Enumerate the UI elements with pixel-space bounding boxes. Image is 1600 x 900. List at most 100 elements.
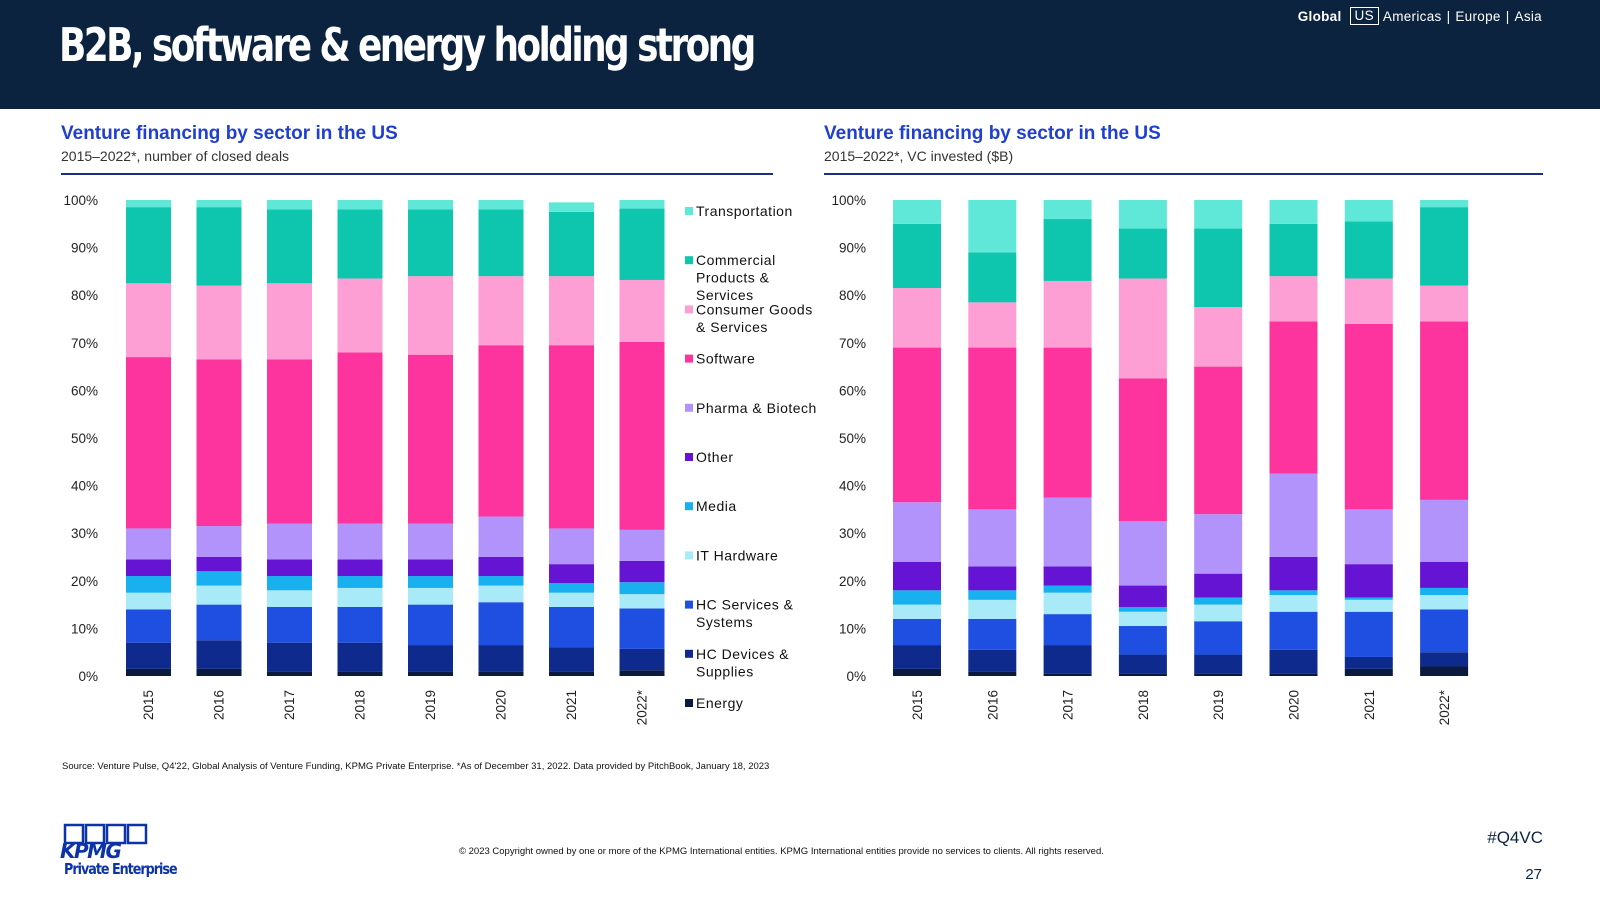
right-bar-segment <box>1420 587 1469 596</box>
right-title-rule <box>824 173 1543 175</box>
legend-label: Commercial <box>696 252 776 268</box>
left-bar-segment <box>337 352 383 524</box>
right-bar-segment <box>968 599 1017 619</box>
right-bar-segment <box>1043 219 1092 281</box>
legend-label: Other <box>696 449 734 465</box>
right-bar-segment <box>968 200 1017 253</box>
right-bar-segment <box>1043 585 1092 593</box>
right-bar-segment <box>1194 200 1243 229</box>
left-bar-segment <box>619 560 665 583</box>
right-x-tick-label: 2021 <box>1362 690 1377 720</box>
kpmg-logo: KPMG <box>60 823 148 863</box>
right-bar-segment <box>1420 207 1469 286</box>
right-bar-segment <box>1043 566 1092 586</box>
right-bar-segment <box>1194 621 1243 655</box>
left-bar-segment <box>267 559 312 577</box>
right-x-tick-label: 2017 <box>1061 690 1076 720</box>
nav-global[interactable]: Global <box>1297 8 1342 24</box>
left-bar-segment <box>549 647 594 672</box>
nav-us[interactable]: US <box>1349 7 1379 25</box>
legend-swatch <box>685 551 693 560</box>
nav-asia[interactable]: Asia <box>1514 8 1542 24</box>
right-bar-segment <box>968 590 1017 600</box>
right-bar-segment <box>1420 609 1469 653</box>
left-bar-segment <box>337 576 383 588</box>
left-bar-segment <box>196 285 242 360</box>
right-y-tick-label: 80% <box>839 288 866 303</box>
left-y-tick-label: 60% <box>71 383 98 398</box>
right-bar-segment <box>1269 276 1318 322</box>
source-note: Source: Venture Pulse, Q4'22, Global Ana… <box>62 761 770 772</box>
right-bar-segment <box>968 618 1017 650</box>
right-bar-segment <box>1043 645 1092 674</box>
left-bar-segment <box>196 207 242 286</box>
left-bar-segment <box>408 209 453 277</box>
right-bar-segment <box>1269 595 1318 612</box>
left-bar-segment <box>196 604 242 641</box>
right-bar-segment <box>1118 654 1167 674</box>
right-chart-subtitle: 2015–2022*, VC invested ($B) <box>824 148 1014 164</box>
right-bar-segment <box>968 347 1017 510</box>
left-bar-segment <box>549 211 594 277</box>
right-bar-segment <box>1420 652 1469 667</box>
left-bar-segment <box>478 200 524 210</box>
right-x-tick-label: 2018 <box>1136 690 1151 720</box>
right-bar-segment <box>1420 561 1469 588</box>
right-y-tick-label: 50% <box>839 431 866 446</box>
right-bar-segment <box>1269 473 1318 557</box>
right-bar-segment <box>968 671 1017 676</box>
page-title: B2B, software & energy holding strong <box>59 18 756 72</box>
left-bar-segment <box>408 645 453 672</box>
left-bar-segment <box>337 209 383 279</box>
legend-label: & Services <box>696 319 768 335</box>
logo-wordmark: KPMG <box>60 839 122 863</box>
right-bar-segment <box>968 566 1017 591</box>
nav-europe[interactable]: Europe <box>1455 8 1501 24</box>
nav-americas[interactable]: Americas <box>1382 8 1442 24</box>
left-bar-segment <box>408 200 453 210</box>
left-bar-segment <box>549 671 594 676</box>
right-bar-segment <box>1344 656 1393 669</box>
page-number: 27 <box>1525 866 1542 883</box>
left-y-tick-label: 10% <box>71 621 98 636</box>
right-bar-segment <box>1118 585 1167 607</box>
left-bar-segment <box>619 648 665 671</box>
right-bar-segment <box>1194 228 1243 308</box>
right-bar-segment <box>1344 509 1393 565</box>
right-bar-segment <box>1420 499 1469 562</box>
right-y-tick-label: 90% <box>839 241 866 256</box>
left-bar-segment <box>126 283 171 358</box>
left-bar-segment <box>267 642 312 672</box>
left-y-tick-label: 20% <box>71 574 98 589</box>
left-bar-segment <box>408 604 453 646</box>
right-bar-segment <box>1269 673 1318 676</box>
right-bar-segment <box>1420 666 1469 676</box>
right-bar-segment <box>1118 626 1167 655</box>
legend-swatch <box>685 649 693 658</box>
right-bar-segment <box>893 223 941 289</box>
right-bar-segment <box>1344 221 1393 279</box>
left-chart-subtitle: 2015–2022*, number of closed deals <box>61 148 290 164</box>
legend-swatch <box>685 453 693 461</box>
region-nav: Global US Americas | Europe | Asia <box>1298 7 1542 25</box>
legend-swatch <box>685 256 693 265</box>
right-y-tick-label: 40% <box>839 479 866 494</box>
left-bar-segment <box>126 592 171 610</box>
left-bar-segment <box>196 526 242 557</box>
left-bar-segment <box>126 357 171 529</box>
right-bar-segment <box>1194 604 1243 622</box>
right-bar-segment <box>1194 514 1243 574</box>
left-bar-segment <box>478 645 524 672</box>
left-x-tick-label: 2015 <box>141 690 156 720</box>
left-bar-segment <box>619 594 665 609</box>
left-x-tick-label: 2017 <box>282 690 297 720</box>
left-bar-segment <box>337 587 383 607</box>
left-bar-segment <box>619 208 665 280</box>
left-bar-segment <box>126 207 171 284</box>
left-bar-segment <box>126 668 171 676</box>
legend-label: Products & <box>696 270 770 286</box>
right-bar-segment <box>1118 673 1167 676</box>
legend-swatch <box>685 403 693 412</box>
left-x-tick-label: 2020 <box>494 690 509 720</box>
left-bar-segment <box>619 279 665 342</box>
